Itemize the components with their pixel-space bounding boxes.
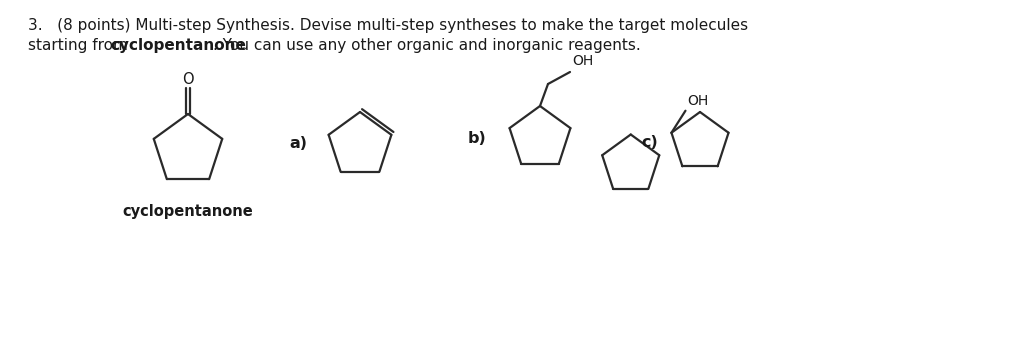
Text: cyclopentanone: cyclopentanone: [110, 38, 246, 53]
Text: O: O: [182, 72, 194, 87]
Text: 3.   (8 points) Multi-step Synthesis. Devise multi-step syntheses to make the ta: 3. (8 points) Multi-step Synthesis. Devi…: [28, 18, 749, 33]
Text: . You can use any other organic and inorganic reagents.: . You can use any other organic and inor…: [213, 38, 641, 53]
Text: OH: OH: [687, 94, 709, 108]
Text: a): a): [289, 135, 307, 150]
Text: OH: OH: [572, 54, 593, 68]
Text: starting from: starting from: [28, 38, 133, 53]
Text: cyclopentanone: cyclopentanone: [123, 204, 253, 219]
Text: c): c): [641, 135, 658, 149]
Text: b): b): [467, 131, 486, 145]
